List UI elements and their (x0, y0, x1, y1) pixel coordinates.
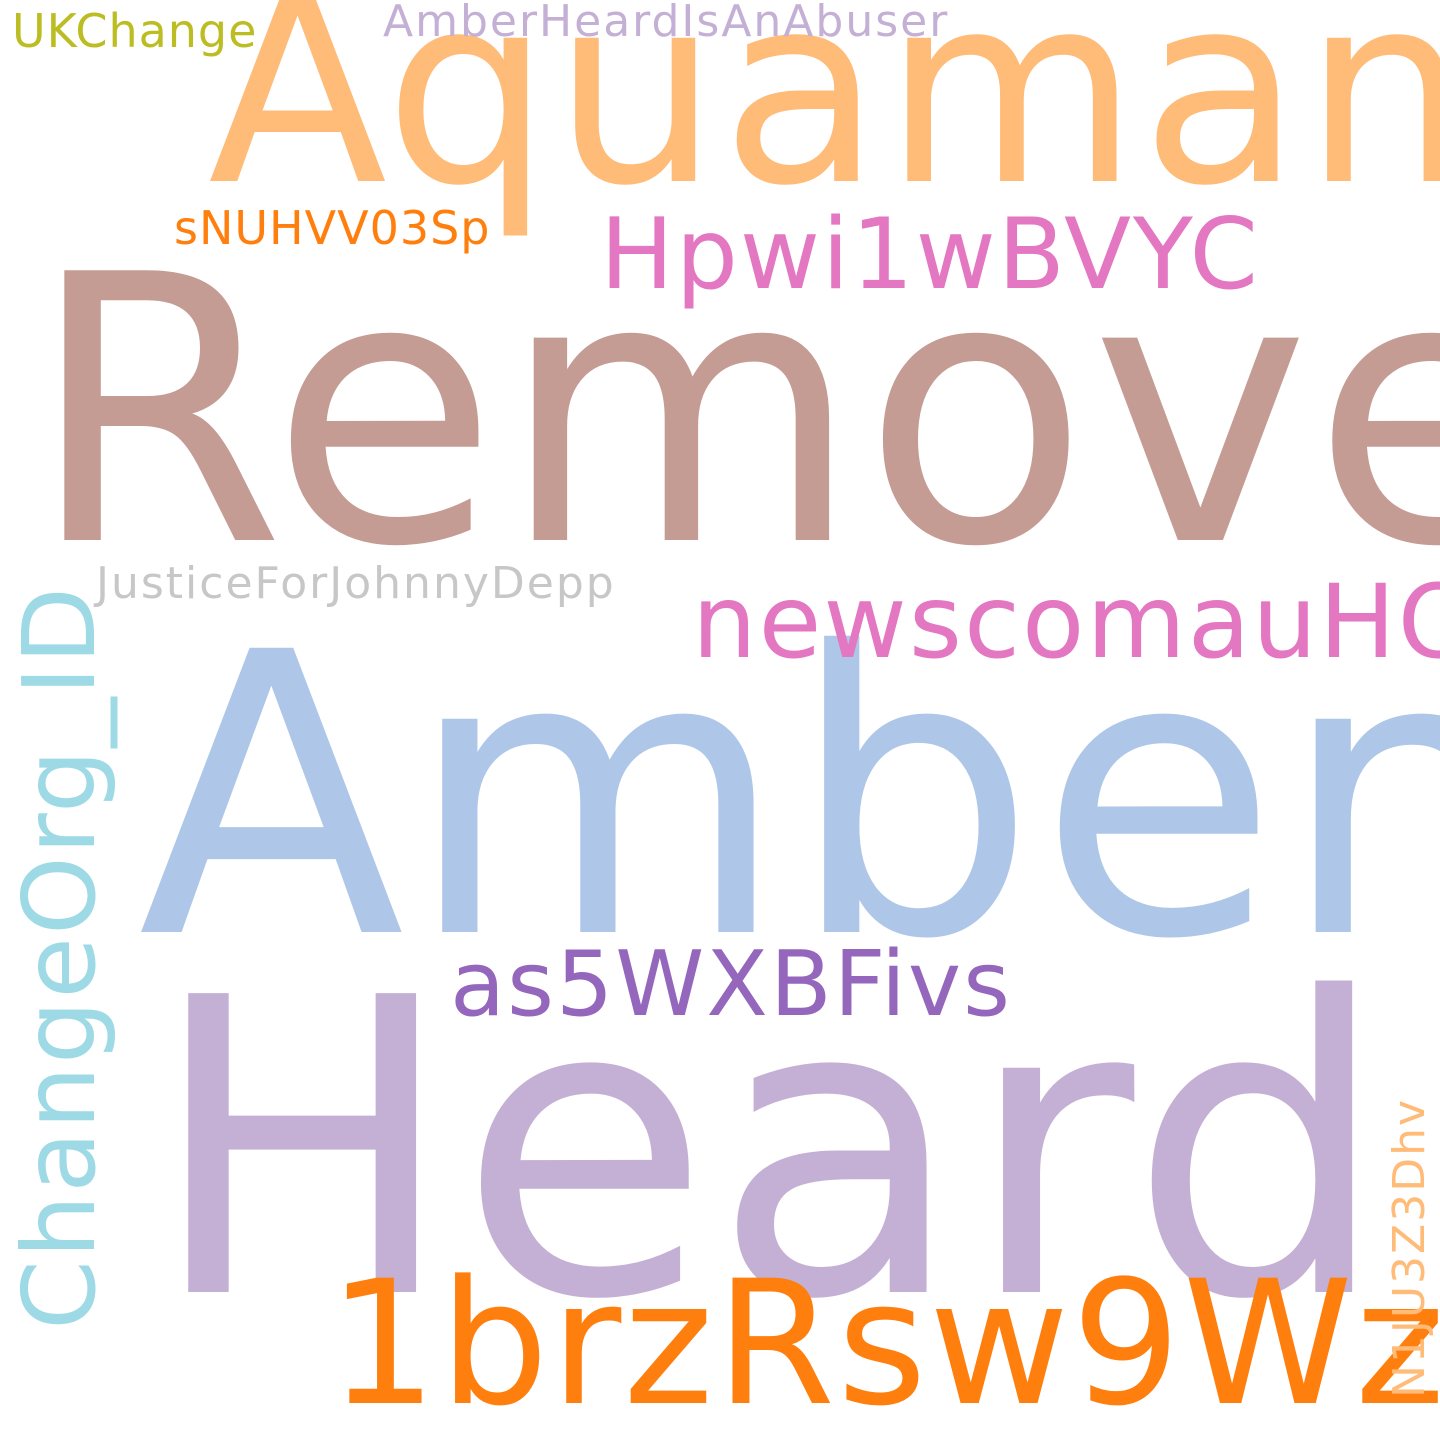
word-aquaman: Aquaman (208, 0, 1440, 243)
word-n1ju3z3dhv: N1JU3Z3Dhv (1384, 1098, 1435, 1399)
word-heard: Heard (148, 911, 1392, 1389)
word-ukchange: UKChange (12, 4, 258, 58)
word-amber: Amber (138, 570, 1440, 1024)
word-1brzrsw9wz: 1brzRsw9Wz (328, 1243, 1440, 1440)
word-amberheardisanabuser: AmberHeardIsAnAbuser (383, 0, 950, 47)
word-remove: Remove (28, 198, 1440, 628)
word-as5wxbfivs: as5WXBFivs (450, 932, 1013, 1037)
word-hpwi1wbvyc: Hpwi1wBVYC (600, 198, 1260, 312)
word-newscomauhq: newscomauHQ (692, 563, 1440, 682)
word-snuhvv03sp: sNUHVV03Sp (174, 201, 491, 255)
word-justiceforjohnnydepp: JusticeForJohnnyDepp (96, 558, 616, 609)
word-changeorg-id: ChangeOrg_ID (1, 585, 118, 1330)
